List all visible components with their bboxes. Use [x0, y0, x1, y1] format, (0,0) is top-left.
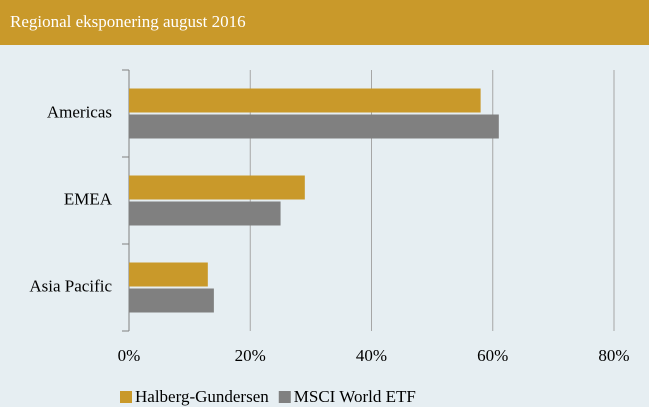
legend-swatch — [120, 391, 132, 403]
x-tick-label: 0% — [118, 346, 141, 365]
bar — [129, 201, 281, 226]
x-tick-label: 60% — [477, 346, 508, 365]
x-tick-label: 80% — [598, 346, 629, 365]
bar — [129, 288, 214, 313]
legend-label: MSCI World ETF — [294, 387, 416, 406]
legend-label: Halberg-Gundersen — [135, 387, 269, 406]
bar — [129, 262, 208, 287]
x-tick-label: 20% — [235, 346, 266, 365]
y-tick-label: EMEA — [64, 189, 113, 208]
bar — [129, 114, 499, 139]
chart-title: Regional eksponering august 2016 — [10, 12, 246, 31]
header — [0, 0, 649, 45]
y-tick-label: Americas — [47, 102, 112, 121]
bar — [129, 88, 481, 113]
x-tick-label: 40% — [356, 346, 387, 365]
bar — [129, 175, 305, 200]
y-tick-label: Asia Pacific — [29, 276, 112, 295]
legend-swatch — [278, 391, 291, 403]
